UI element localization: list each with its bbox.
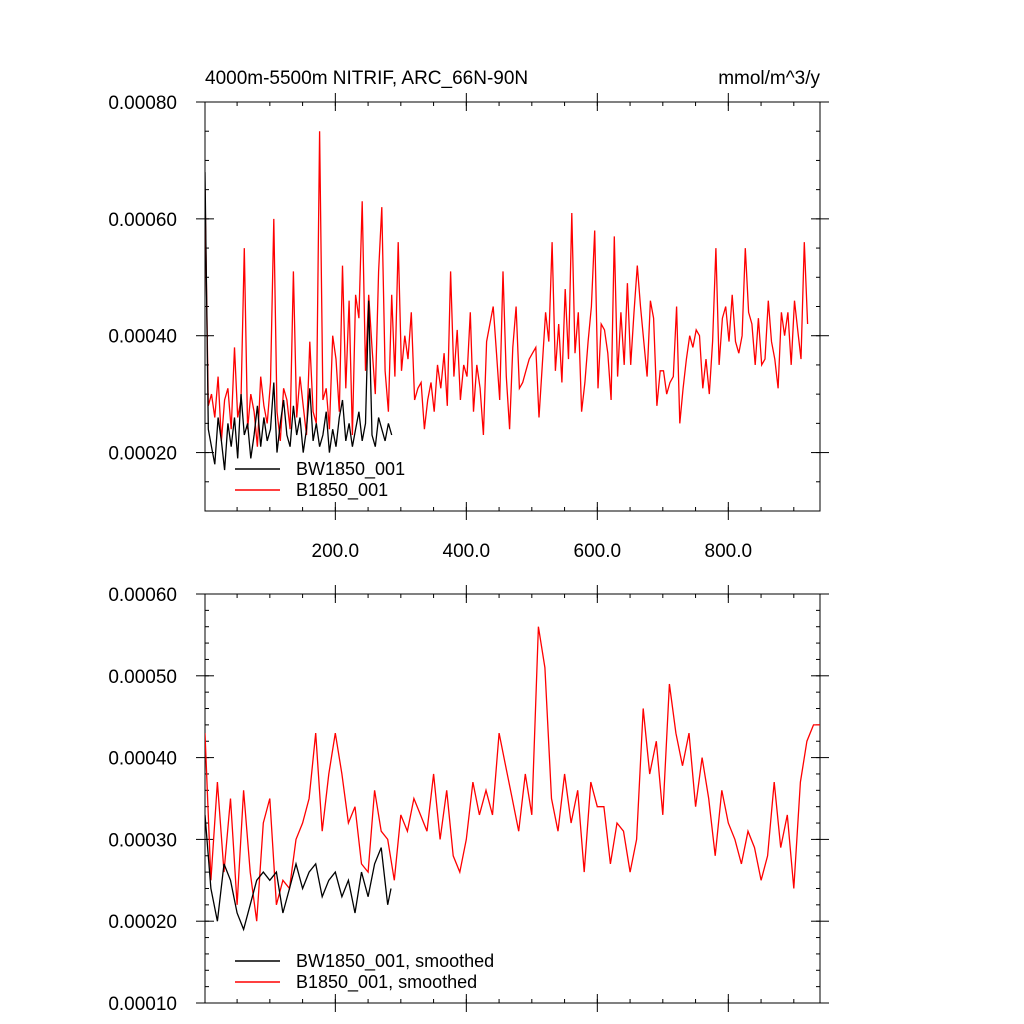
- legend-label: B1850_001, smoothed: [296, 972, 477, 993]
- units-label: mmol/m^3/y: [718, 68, 820, 89]
- legend-label: BW1850_001: [296, 459, 405, 480]
- chart-title: 4000m-5500m NITRIF, ARC_66N-90N: [205, 68, 528, 89]
- y-tick-label: 0.00020: [108, 912, 177, 933]
- y-tick-label: 0.00030: [108, 830, 177, 851]
- plot-frame: [204, 101, 821, 512]
- y-tick-label: 0.00080: [108, 93, 177, 114]
- series-line-b1850-001-smoothed: [205, 626, 820, 922]
- y-tick-label: 0.00060: [108, 585, 177, 606]
- y-tick-label: 0.00020: [108, 444, 177, 465]
- y-tick-label: 0.00040: [108, 327, 177, 348]
- legend-label: BW1850_001, smoothed: [296, 951, 494, 972]
- series-line-bw1850-001-smoothed: [205, 814, 392, 932]
- bottom-panel: 0.00010 0.00020 0.00030 0.00040 0.00050 0.000…: [108, 585, 829, 1015]
- y-tick-label: 0.00010: [108, 994, 177, 1015]
- series-line-bw1850-001: [205, 172, 393, 471]
- x-tick-label: 200.0: [312, 541, 360, 562]
- legend-label: B1850_001: [296, 480, 388, 501]
- series-line-b1850-001: [205, 131, 809, 447]
- y-tick-label: 0.00060: [108, 210, 177, 231]
- y-tick-label: 0.00050: [108, 667, 177, 688]
- x-tick-label: 400.0: [443, 541, 491, 562]
- y-tick-label: 0.00040: [108, 749, 177, 770]
- top-panel: 4000m-5500m NITRIF, ARC_66N-90N mmol/m^3…: [108, 68, 829, 562]
- x-tick-label: 600.0: [574, 541, 622, 562]
- plot-frame: [204, 593, 821, 1004]
- x-tick-label: 800.0: [705, 541, 753, 562]
